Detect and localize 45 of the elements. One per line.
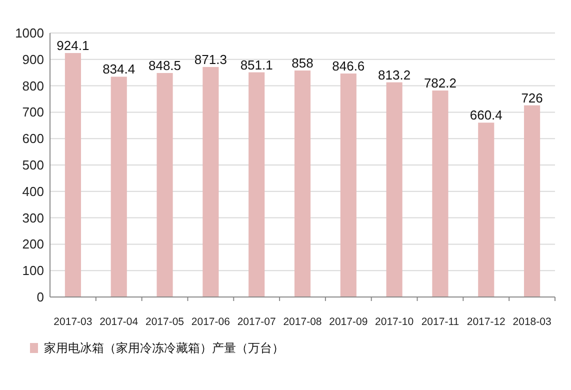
x-tick-label: 2017-07 <box>237 316 276 328</box>
y-tick-label: 400 <box>22 184 44 199</box>
x-tick-label: 2017-08 <box>283 316 322 328</box>
data-label: 846.6 <box>332 58 365 74</box>
bar <box>156 72 173 297</box>
y-tick-label: 300 <box>22 210 44 226</box>
y-tick-label: 500 <box>22 158 44 172</box>
bar <box>478 122 494 297</box>
bar <box>432 90 448 297</box>
data-label: 871.3 <box>194 52 227 67</box>
x-tick-label: 2017-10 <box>375 316 414 328</box>
bar <box>202 66 219 297</box>
y-tick-label: 200 <box>22 236 44 252</box>
y-tick-label: 800 <box>22 78 44 94</box>
bar <box>386 82 402 297</box>
data-label: 858 <box>292 55 314 70</box>
bar <box>524 105 540 297</box>
data-label: 813.2 <box>378 67 411 82</box>
y-tick-label: 700 <box>22 104 44 120</box>
bar <box>110 76 127 297</box>
x-tick-label: 2017-06 <box>191 316 230 328</box>
x-tick-label: 2017-12 <box>466 316 506 328</box>
bar <box>64 53 81 297</box>
x-tick-label: 2017-05 <box>146 316 184 328</box>
y-tick-label: 100 <box>22 263 44 278</box>
legend-label: 家用电冰箱（家用冷冻冷藏箱）产量（万台） <box>44 341 284 355</box>
x-tick-label: 2017-03 <box>54 316 92 328</box>
data-label: 834.4 <box>102 62 136 77</box>
y-tick-label: 900 <box>22 52 44 67</box>
data-label: 726 <box>521 90 543 106</box>
y-tick-label: 0 <box>36 290 44 304</box>
y-tick-label: 600 <box>22 131 44 146</box>
y-tick-label: 1000 <box>15 26 44 40</box>
x-tick-label: 2017-09 <box>329 316 368 328</box>
data-label: 851.1 <box>240 57 273 72</box>
data-label: 924.1 <box>56 38 90 54</box>
bar <box>340 74 356 297</box>
data-label: 782.2 <box>424 76 456 90</box>
x-tick-label: 2018-03 <box>512 316 552 328</box>
data-label: 660.4 <box>470 108 502 123</box>
bar <box>248 72 265 297</box>
data-label: 848.5 <box>148 58 182 73</box>
x-tick-label: 2017-11 <box>421 316 460 328</box>
x-tick-label: 2017-04 <box>100 316 138 328</box>
bar <box>294 70 311 297</box>
